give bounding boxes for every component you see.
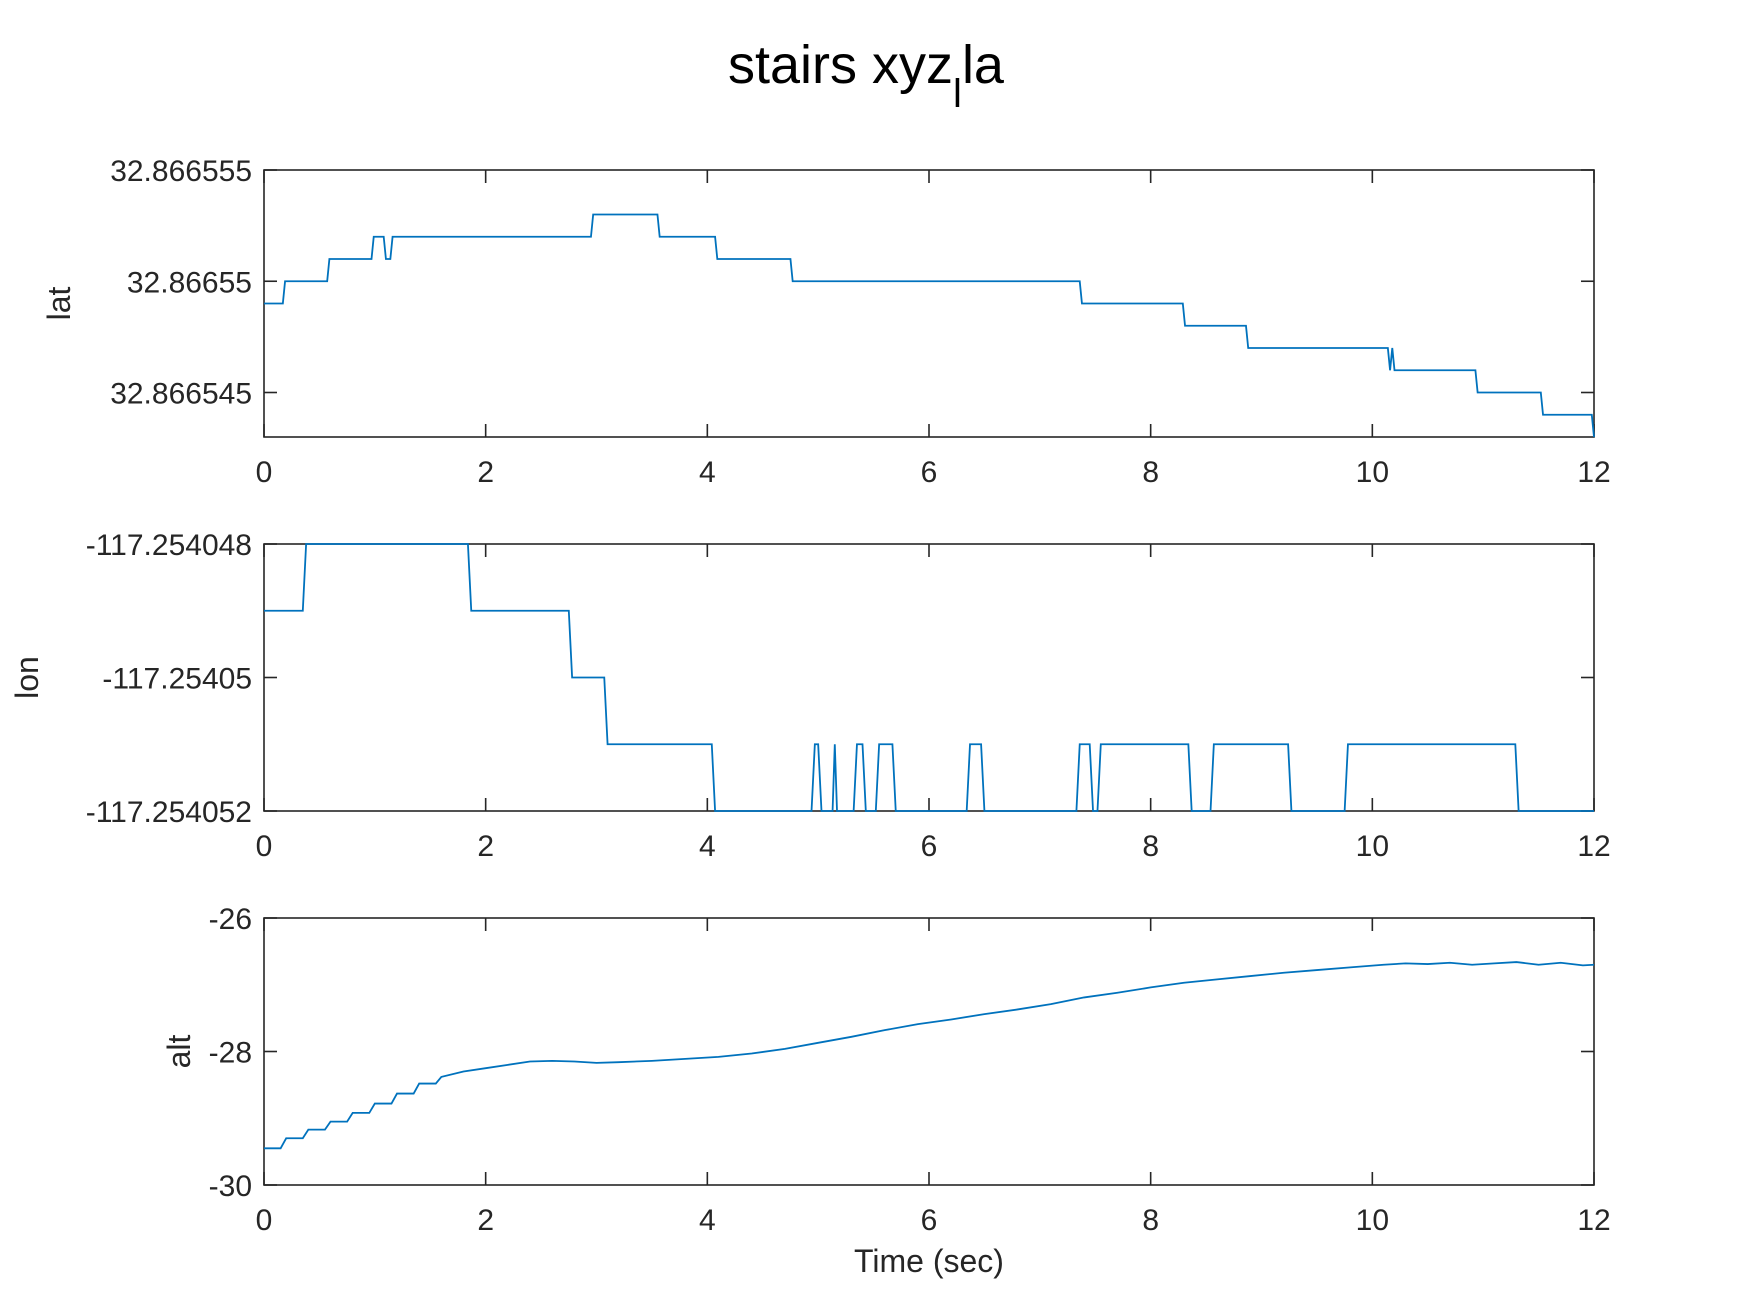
lon-ytick-label: -117.254052 bbox=[86, 796, 252, 829]
lat-xtick-label: 8 bbox=[1142, 456, 1159, 489]
alt-ytick-label: -30 bbox=[209, 1170, 252, 1203]
alt-xtick-label: 6 bbox=[921, 1204, 938, 1237]
alt-ytick-label: -28 bbox=[209, 1037, 252, 1070]
lon-ylabel: lon bbox=[9, 656, 45, 699]
lat-ytick-label: 32.86655 bbox=[127, 266, 252, 299]
lon-ytick-label: -117.25405 bbox=[102, 663, 252, 696]
alt-series-line bbox=[264, 961, 1595, 1150]
lat-xtick-label: 10 bbox=[1356, 456, 1389, 489]
lat-subplot: 0 2 4 6 8 10 12 32.866555 32.86655 32.866545 lat bbox=[41, 155, 1611, 489]
alt-ytick-label: -26 bbox=[209, 903, 252, 936]
alt-xtick-label: 12 bbox=[1577, 1204, 1610, 1237]
lon-xtick-label: 0 bbox=[256, 830, 273, 863]
alt-xtick-label: 8 bbox=[1142, 1204, 1159, 1237]
figure-title-tail: la bbox=[962, 35, 1005, 95]
lon-subplot: 0 2 4 6 8 10 12 -117.254048 -117.25405 -117.25405… bbox=[9, 529, 1611, 863]
lat-axes-frame bbox=[263, 169, 1595, 438]
lat-xtick-label: 0 bbox=[256, 456, 273, 489]
lon-xtick-label: 4 bbox=[699, 830, 716, 863]
alt-ylabel: alt bbox=[161, 1034, 197, 1068]
lat-xtick-label: 6 bbox=[921, 456, 938, 489]
alt-xlabel: Time (sec) bbox=[854, 1243, 1004, 1279]
lon-xtick-label: 2 bbox=[477, 830, 494, 863]
subplots-container: 0 2 4 6 8 10 12 32.866555 32.86655 32.866545 lat 0 2… bbox=[9, 155, 1611, 1279]
lat-ylabel: lat bbox=[41, 286, 77, 320]
lat-xtick-label: 12 bbox=[1577, 456, 1610, 489]
lon-axes-frame bbox=[263, 543, 1595, 812]
lat-ytick-label: 32.866555 bbox=[110, 155, 252, 188]
alt-xtick-label: 4 bbox=[699, 1204, 716, 1237]
figure-title: stairs xyzlla bbox=[728, 35, 1005, 116]
figure-title-main: stairs xyz bbox=[728, 35, 953, 95]
alt-xtick-label: 0 bbox=[256, 1204, 273, 1237]
alt-xtick-label: 10 bbox=[1356, 1204, 1389, 1237]
lon-xtick-label: 6 bbox=[921, 830, 938, 863]
alt-subplot: 0 2 4 6 8 10 12 -26 -28 -30 alt Time (sec) bbox=[161, 903, 1611, 1279]
lat-ytick-label: 32.866545 bbox=[110, 378, 252, 411]
lat-series-line bbox=[264, 213, 1595, 438]
lon-xtick-label: 8 bbox=[1142, 830, 1159, 863]
lon-xtick-label: 10 bbox=[1356, 830, 1389, 863]
lat-xtick-label: 4 bbox=[699, 456, 716, 489]
figure-title-subscript: l bbox=[953, 72, 962, 116]
lat-xtick-label: 2 bbox=[477, 456, 494, 489]
lon-ytick-label: -117.254048 bbox=[86, 529, 252, 562]
lon-xtick-label: 12 bbox=[1577, 830, 1610, 863]
alt-xtick-label: 2 bbox=[477, 1204, 494, 1237]
lon-series-line bbox=[264, 543, 1594, 812]
alt-axes-frame bbox=[263, 917, 1595, 1186]
